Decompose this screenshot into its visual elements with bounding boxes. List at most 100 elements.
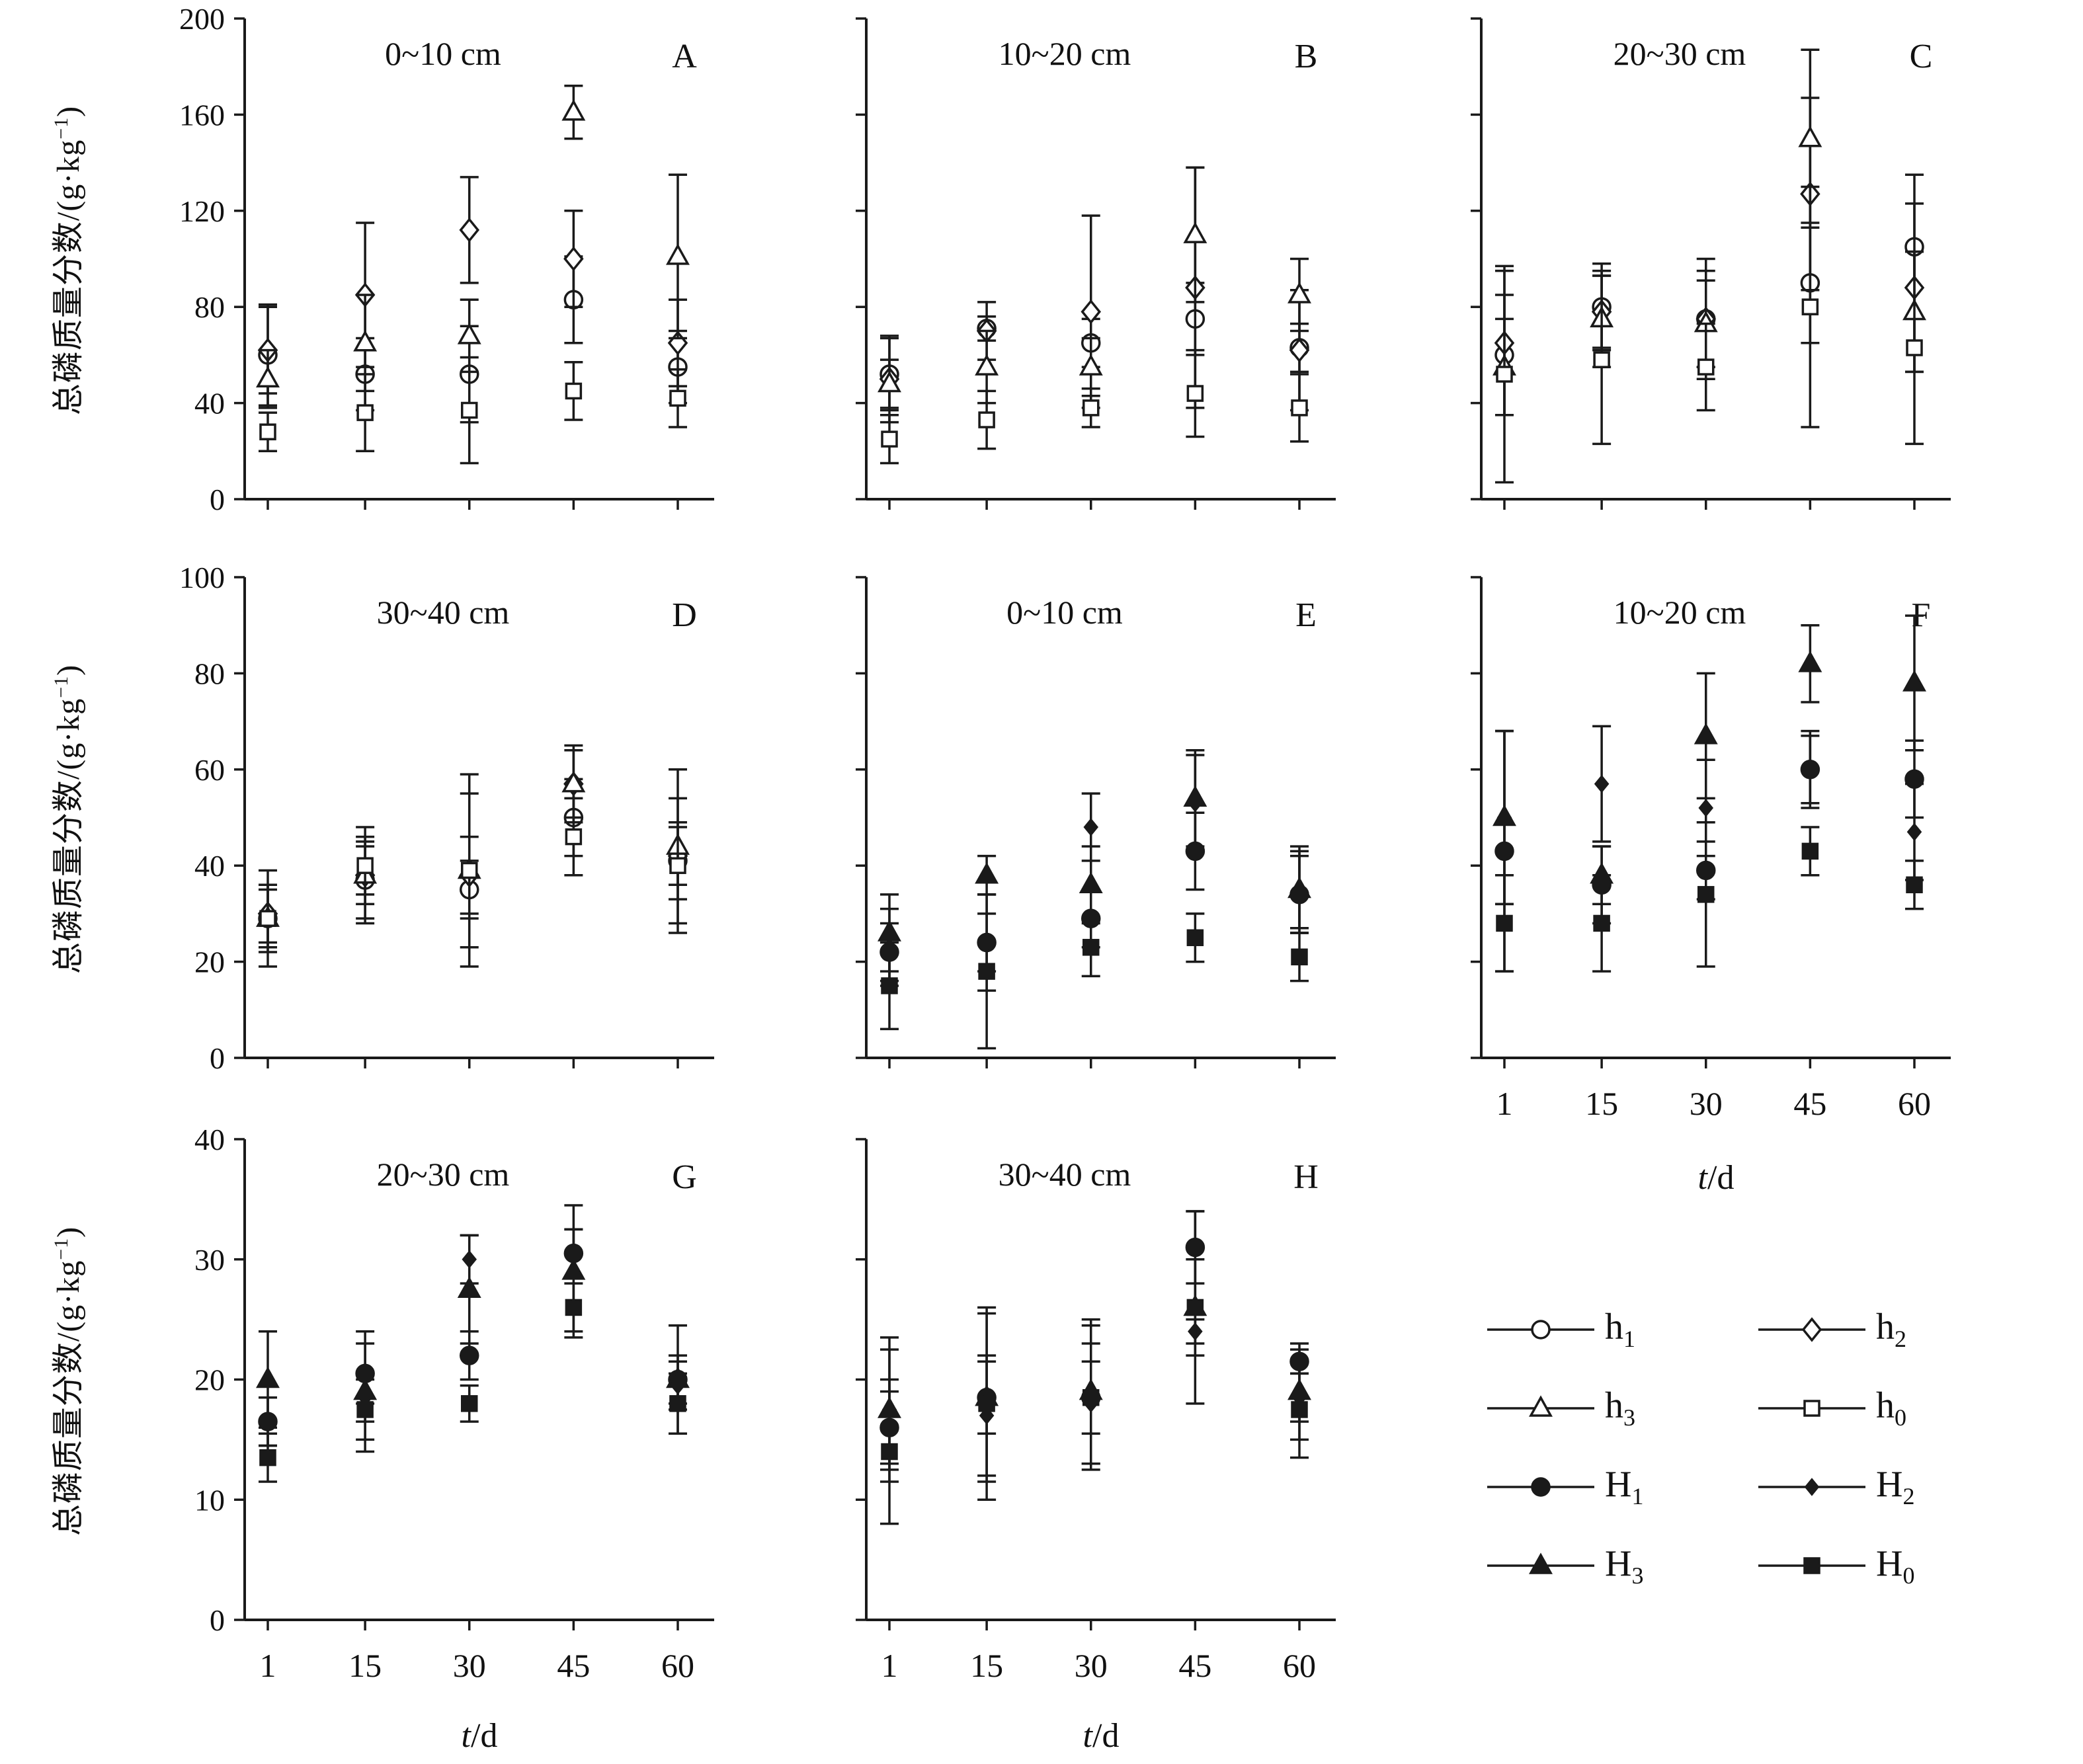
y-axis-label-close: ) (51, 105, 86, 117)
marker-square-filled (1186, 1299, 1204, 1316)
marker-square-open (881, 430, 898, 448)
panel-letter: G (672, 1158, 697, 1196)
marker-diamond-open (1081, 299, 1102, 325)
y-axis-label-row2: 总磷质量分数/(g·kg−1) (42, 555, 86, 1084)
panel-E-chart: 0~10 cm E (856, 576, 1336, 1068)
series-h0 (259, 356, 687, 465)
y-axis-label-sup: −1 (50, 675, 72, 698)
marker-square-filled (460, 1395, 478, 1412)
series-h3 (256, 85, 690, 409)
marker-circle-filled (459, 1345, 479, 1365)
x-axis-label-panel-F: t/d (1660, 1158, 1772, 1197)
legend-marker-triangle-filled (1487, 1552, 1594, 1574)
x-axis-label-rest: /d (471, 1717, 498, 1755)
x-tick-label: 45 (1793, 1085, 1826, 1122)
marker-triangle-filled (975, 862, 999, 884)
marker-square-filled (1186, 929, 1204, 946)
y-tick-label: 20 (194, 945, 225, 979)
series-H2 (259, 1228, 687, 1447)
marker-diamond-filled (1698, 799, 1714, 817)
panel-letter: E (1295, 596, 1317, 634)
marker-square-open (1186, 385, 1204, 402)
marker-diamond-open (1289, 337, 1310, 363)
series-h2 (879, 166, 1310, 424)
marker-diamond-filled (1804, 1478, 1820, 1496)
panel-depth-label: 0~10 cm (385, 35, 501, 72)
x-tick-label: 45 (557, 1647, 590, 1684)
y-axis-label-close: ) (51, 664, 86, 676)
marker-square-open (460, 862, 478, 879)
marker-square-filled (1803, 1557, 1820, 1574)
legend-marker-circle-filled (1487, 1477, 1594, 1497)
series-h0 (1495, 185, 1924, 484)
marker-diamond-filled (1083, 818, 1099, 836)
marker-circle-filled (1531, 1477, 1551, 1497)
x-tick-label: 60 (1898, 1085, 1931, 1122)
y-tick-label: 0 (210, 1041, 225, 1075)
marker-triangle-filled (1529, 1552, 1553, 1574)
marker-triangle-open (561, 99, 586, 121)
panel-letter: C (1910, 38, 1933, 75)
marker-triangle-open (256, 366, 280, 387)
marker-triangle-filled (878, 920, 901, 942)
x-axis-label-rest: /d (1707, 1159, 1735, 1197)
axes (1471, 17, 1951, 510)
y-axis-label-close: ) (51, 1226, 86, 1238)
y-axis-label-text: 总磷质量分数/(g·kg (51, 698, 86, 975)
legend-item-H2: H2 (1756, 1463, 2007, 1510)
series-h3 (256, 748, 690, 968)
x-axis-label-italic: t (1697, 1159, 1707, 1197)
axes (856, 17, 1336, 510)
y-tick-label: 100 (179, 561, 225, 594)
x-tick-label: 15 (348, 1647, 382, 1684)
legend-item-h1: h1 (1485, 1306, 1756, 1353)
marker-triangle-filled (1287, 876, 1311, 899)
marker-triangle-filled (561, 1258, 586, 1280)
marker-square-filled (1082, 939, 1100, 956)
marker-square-filled (1801, 842, 1819, 860)
axes: 0 40 80 120 160 200 (179, 2, 714, 516)
marker-diamond-filled (1906, 822, 1922, 842)
marker-square-open (1593, 351, 1610, 368)
y-tick-label: 40 (194, 387, 225, 421)
marker-square-open (259, 423, 276, 440)
y-tick-label: 0 (210, 1603, 225, 1637)
marker-square-open (565, 382, 583, 400)
legend-marker-diamond-filled (1758, 1478, 1865, 1496)
y-axis-label-sup: −1 (50, 116, 72, 140)
legend-item-H3: H3 (1485, 1543, 1756, 1589)
marker-square-filled (259, 1449, 276, 1466)
marker-square-open (356, 857, 374, 874)
marker-square-open (1082, 399, 1100, 417)
panel-letter: B (1295, 38, 1318, 75)
legend-label: h0 (1876, 1385, 1906, 1431)
series-H3 (1492, 614, 1926, 906)
y-axis-label-text: 总磷质量分数/(g·kg (51, 139, 86, 416)
x-axis-label-panel-H: t/d (1045, 1716, 1157, 1755)
marker-triangle-filled (256, 1366, 280, 1388)
marker-square-filled (1082, 1389, 1100, 1406)
legend-label: H1 (1605, 1464, 1644, 1510)
marker-square-open (669, 857, 686, 874)
marker-square-filled (356, 1401, 374, 1418)
marker-square-open (1801, 298, 1819, 315)
panel-depth-label: 20~30 cm (1613, 35, 1746, 72)
panel-depth-label: 30~40 cm (999, 1156, 1131, 1193)
marker-square-filled (978, 1395, 995, 1412)
x-tick-label: 45 (1178, 1647, 1211, 1684)
y-tick-label: 200 (179, 2, 225, 36)
panel-D-chart: 0 20 40 60 80 100 30~40 cm D (179, 561, 714, 1075)
x-tick-label: 15 (1585, 1085, 1618, 1122)
axes: 0 20 40 60 80 100 (179, 561, 714, 1075)
legend-item-H0: H0 (1756, 1543, 2007, 1589)
x-tick-label: 1 (881, 1647, 898, 1684)
x-tick-label: 1 (1496, 1085, 1513, 1122)
panel-letter: A (672, 38, 697, 75)
series-H3 (878, 748, 1311, 973)
series-H0 (259, 1282, 687, 1483)
legend-item-h2: h2 (1756, 1306, 2007, 1353)
legend-marker-circle-open (1487, 1319, 1594, 1340)
panel-G-chart: 0 10 20 30 40 1 15 30 45 60 20~30 cm G (194, 1123, 714, 1684)
marker-square-open (259, 910, 276, 927)
